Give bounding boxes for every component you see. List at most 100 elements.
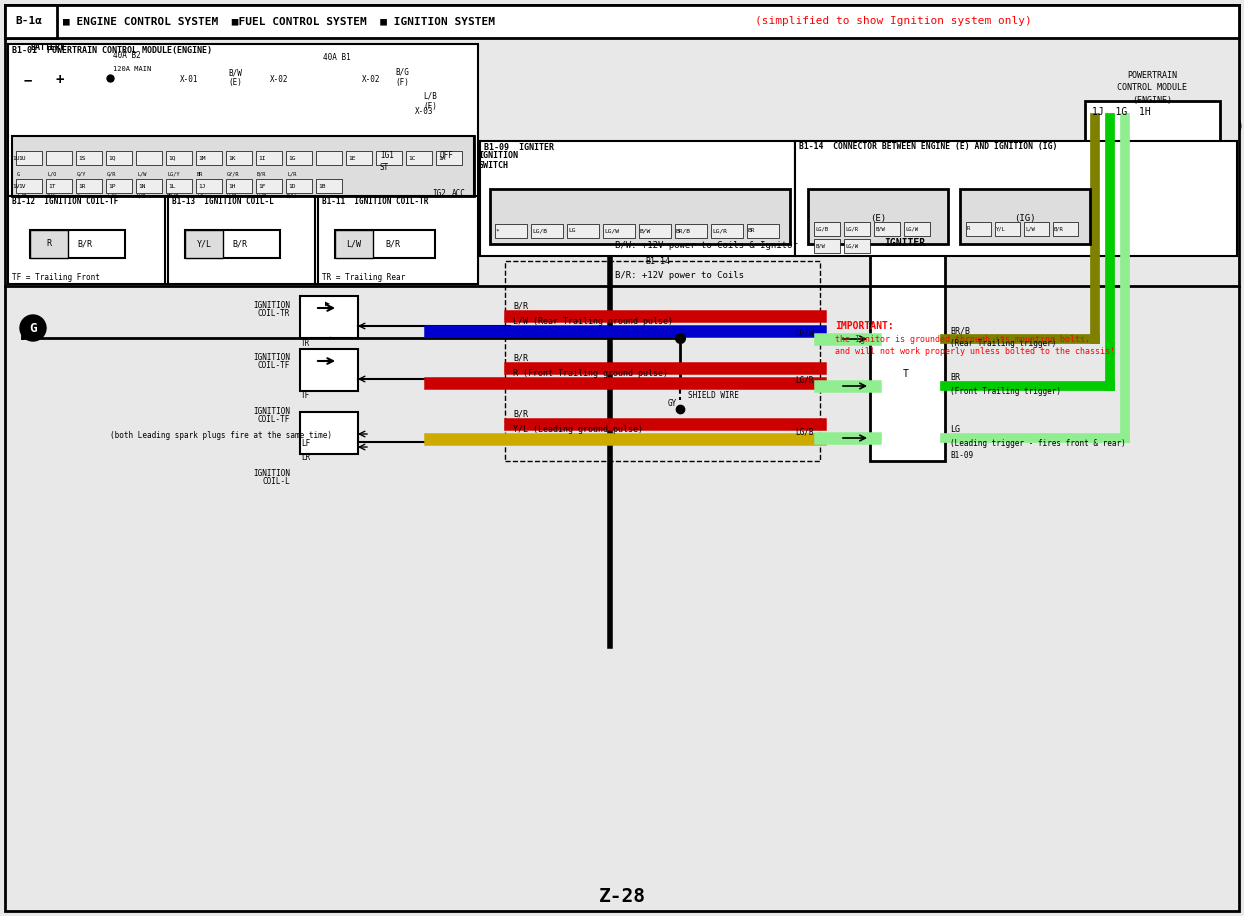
Text: B1-14: B1-14 [644, 257, 671, 267]
Text: B/R: B/R [513, 409, 527, 419]
Text: IGNITION: IGNITION [253, 407, 290, 416]
Bar [16, 179, 42, 193]
Text: B/W: B/W [228, 69, 241, 78]
Circle shape [20, 315, 46, 341]
Text: LG/R: LG/R [712, 228, 726, 234]
Text: B1-12  IGNITION COIL-TF: B1-12 IGNITION COIL-TF [12, 197, 118, 205]
Text: 1T: 1T [49, 183, 56, 189]
Text: *: * [496, 228, 500, 234]
Text: and will not work properly unless bolted to the chassis!: and will not work properly unless bolted… [835, 347, 1115, 356]
Text: B/R: B/R [77, 239, 92, 248]
Text: 1R: 1R [78, 183, 86, 189]
Bar [843, 239, 870, 253]
Bar [639, 224, 671, 238]
Text: (ENGINE): (ENGINE) [1132, 95, 1172, 104]
Text: IGNITION: IGNITION [253, 470, 290, 478]
Text: G/R: G/R [107, 171, 117, 177]
Text: 1G: 1G [289, 156, 296, 160]
Text: ▶: ▶ [325, 299, 330, 308]
Bar [1085, 101, 1220, 206]
Bar [106, 151, 132, 165]
Bar [256, 179, 282, 193]
Bar [490, 189, 790, 244]
Text: IMPORTANT:: IMPORTANT: [835, 321, 893, 331]
Text: G/*: G/* [47, 193, 56, 199]
Bar [531, 224, 564, 238]
Bar [960, 189, 1090, 244]
Bar [300, 296, 358, 338]
Text: G/Y: G/Y [77, 171, 86, 177]
Text: OFF: OFF [440, 151, 454, 160]
Bar [46, 179, 72, 193]
Text: BR: BR [197, 171, 203, 177]
Text: 1L: 1L [168, 183, 175, 189]
Bar [17, 54, 78, 96]
Bar [814, 222, 840, 236]
Bar [352, 72, 391, 86]
Text: *: * [77, 193, 80, 199]
Text: B/R: B/R [386, 239, 401, 248]
Bar [318, 196, 478, 284]
Text: 1V: 1V [12, 183, 20, 189]
Bar [260, 72, 299, 86]
Bar [376, 151, 402, 165]
Text: LG: LG [950, 426, 960, 434]
Bar [809, 189, 948, 244]
Bar [7, 44, 478, 284]
Bar [136, 179, 162, 193]
Text: Y/L (Leading ground pulse): Y/L (Leading ground pulse) [513, 424, 643, 433]
Text: IGNITION: IGNITION [478, 151, 518, 160]
Text: 1P: 1P [108, 183, 116, 189]
Text: COIL-L: COIL-L [262, 477, 290, 486]
Text: TR: TR [301, 340, 310, 348]
Text: COIL-TF: COIL-TF [258, 362, 290, 370]
Text: COIL-TR: COIL-TR [258, 310, 290, 319]
Text: 1H: 1H [228, 183, 235, 189]
Text: LG/B: LG/B [795, 428, 814, 437]
Bar [16, 151, 42, 165]
Bar [675, 224, 707, 238]
Text: IGNITION: IGNITION [253, 301, 290, 311]
Text: B1-09  IGNITER: B1-09 IGNITER [484, 143, 554, 151]
Bar [30, 230, 68, 258]
Text: IG1: IG1 [379, 151, 394, 160]
Text: L/B: L/B [17, 193, 26, 199]
Text: (F): (F) [423, 102, 437, 111]
Text: LG: LG [569, 228, 576, 234]
Bar [165, 151, 192, 165]
Text: X-03: X-03 [414, 107, 433, 116]
Text: LG/R: LG/R [795, 376, 814, 385]
Text: 1J  1G  1H: 1J 1G 1H [1092, 107, 1151, 117]
Text: 1A: 1A [438, 156, 445, 160]
Text: Z-28: Z-28 [598, 887, 646, 906]
Bar [814, 239, 840, 253]
Text: 1U: 1U [12, 156, 20, 160]
Text: T: T [903, 369, 909, 379]
Bar [197, 179, 221, 193]
Text: L/W (Rear Trailing ground pulse): L/W (Rear Trailing ground pulse) [513, 317, 673, 325]
Text: L/W: L/W [347, 239, 362, 248]
Text: G: G [30, 322, 37, 334]
Text: B/R: B/R [258, 171, 266, 177]
Text: 1S: 1S [78, 156, 86, 160]
Text: (Rear Trailing trigger): (Rear Trailing trigger) [950, 340, 1056, 348]
Bar [995, 222, 1020, 236]
Text: LG/B: LG/B [815, 226, 829, 232]
Text: BR: BR [748, 228, 755, 234]
Text: B/W: B/W [815, 244, 825, 248]
Bar [567, 224, 600, 238]
Text: BR/B: BR/B [675, 228, 690, 234]
Text: LG/R: LG/R [845, 226, 858, 232]
Bar [185, 230, 280, 258]
Text: SWITCH: SWITCH [478, 161, 508, 170]
Text: G: G [17, 171, 20, 177]
Bar [746, 224, 779, 238]
Bar [495, 224, 527, 238]
Text: ST: ST [379, 163, 389, 172]
Bar [406, 105, 443, 119]
Text: 1I: 1I [258, 156, 265, 160]
Bar [168, 196, 315, 284]
Text: IG2: IG2 [432, 189, 445, 198]
Bar [480, 141, 795, 256]
Text: B/R: +12V power to Coils: B/R: +12V power to Coils [615, 270, 744, 279]
